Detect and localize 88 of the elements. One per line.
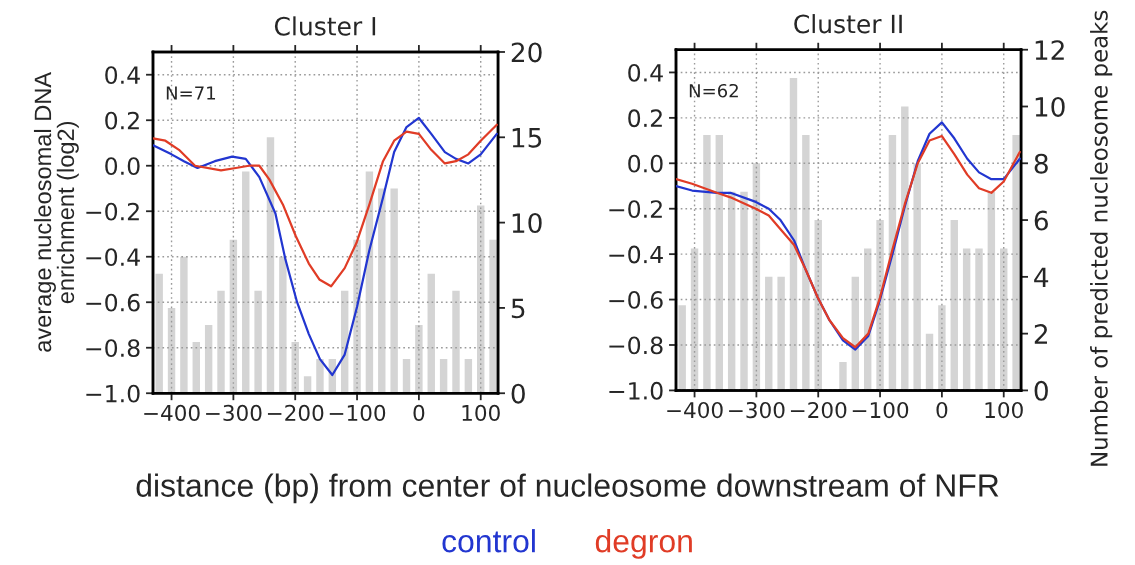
y-tick-label: 0.2 — [628, 109, 662, 128]
chart-title: Cluster II — [794, 14, 902, 34]
line-series — [153, 123, 498, 288]
y2-tick-label: 8 — [1034, 153, 1048, 174]
text: control — [442, 529, 535, 553]
y-tick-label: −0.8 — [86, 339, 140, 358]
bar — [678, 305, 686, 391]
y2-tick-label: 6 — [1034, 210, 1048, 231]
y-tick-label: −1.0 — [609, 381, 663, 400]
y2-tick-label: 5 — [511, 298, 525, 319]
bar — [789, 78, 798, 391]
bar — [464, 359, 473, 394]
y-tick-label: −0.6 — [609, 291, 663, 309]
bar — [727, 191, 736, 391]
y-tick-label: 0.0 — [628, 154, 663, 173]
chart-title: Cluster I — [274, 16, 376, 36]
bar — [715, 134, 723, 391]
bar — [938, 305, 946, 391]
x-tick-label: −200 — [267, 404, 324, 422]
x-tick-label: −200 — [790, 401, 847, 419]
bar — [217, 290, 225, 394]
x-tick-label: −400 — [667, 401, 723, 419]
bar — [427, 273, 435, 394]
bar — [950, 220, 958, 391]
bar — [402, 359, 411, 394]
bar — [439, 359, 448, 394]
bar — [901, 106, 909, 391]
bar — [192, 342, 200, 394]
bar — [777, 276, 785, 391]
bar — [242, 171, 250, 394]
y2-tick-label: 15 — [512, 128, 542, 148]
bar — [703, 134, 711, 391]
y2-tick-label: 4 — [1034, 267, 1049, 287]
y-tick-label: −0.6 — [86, 293, 140, 312]
bar — [802, 134, 810, 391]
y2-axis-title: Number of predicted nucleosome peaks — [1090, 10, 1113, 466]
x-tick-label: −400 — [144, 404, 200, 422]
x-tick-label: −100 — [852, 401, 909, 419]
bar — [415, 324, 423, 394]
bar — [180, 256, 188, 394]
y-tick-label: 0.2 — [105, 111, 139, 130]
y-tick-label: 0.0 — [105, 157, 140, 176]
y-axis-title: average nucleosomal DNA enrichment (log2) — [33, 71, 79, 352]
bar — [987, 191, 996, 391]
x-tick-label: −300 — [729, 401, 785, 419]
bar — [452, 290, 460, 394]
bar — [254, 290, 262, 394]
bar — [740, 191, 748, 391]
annotation: N=71 — [166, 86, 216, 100]
bar — [925, 333, 934, 391]
bar — [1012, 134, 1020, 391]
bar — [839, 362, 847, 391]
x-tick-label: 100 — [462, 404, 500, 422]
x-tick-label: 0 — [413, 404, 425, 422]
y-tick-label: −0.2 — [609, 200, 662, 219]
x-tick-label: −100 — [329, 404, 386, 422]
y-tick-label: 0.4 — [628, 63, 663, 82]
y-tick-label: −0.2 — [86, 202, 139, 221]
bar — [279, 256, 287, 394]
y2-tick-label: 0 — [511, 383, 525, 404]
y-tick-label: −0.4 — [609, 245, 663, 264]
text: degron — [595, 529, 692, 559]
x-tick-label: 100 — [985, 401, 1023, 419]
annotation: N=62 — [689, 83, 738, 98]
bar — [962, 248, 971, 391]
y-tick-label: −1.0 — [86, 384, 140, 403]
x-axis-title: distance (bp) from center of nucleosome downstream of NFR — [136, 473, 999, 504]
y-tick-label: −0.4 — [86, 248, 140, 267]
bar — [765, 276, 773, 391]
bar — [316, 359, 324, 394]
bar — [913, 163, 921, 391]
x-tick-label: 0 — [936, 401, 948, 419]
y2-tick-label: 12 — [1035, 40, 1064, 60]
y-tick-label: −0.8 — [609, 336, 663, 355]
bar — [390, 188, 398, 394]
y2-tick-label: 0 — [1034, 380, 1048, 401]
y2-tick-label: 2 — [1034, 324, 1047, 344]
bar — [975, 248, 983, 391]
y2-tick-label: 10 — [1035, 96, 1065, 117]
bar — [876, 220, 884, 391]
y-tick-label: 0.4 — [105, 66, 140, 85]
y2-tick-label: 20 — [511, 42, 542, 63]
x-tick-label: −300 — [206, 404, 262, 422]
bar — [155, 273, 163, 394]
y2-tick-label: 10 — [512, 213, 542, 234]
line-series — [153, 116, 498, 377]
bar — [204, 324, 213, 394]
bar — [489, 239, 497, 394]
